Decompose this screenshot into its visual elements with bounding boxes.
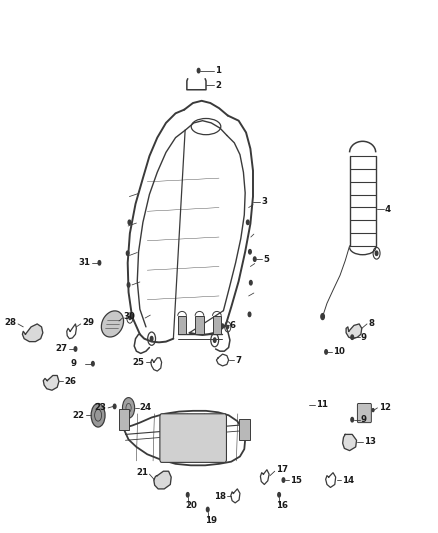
Text: 8: 8 (368, 319, 374, 328)
Ellipse shape (101, 311, 124, 337)
Text: 4: 4 (385, 205, 391, 214)
Text: 11: 11 (316, 400, 328, 409)
Text: 6: 6 (230, 321, 236, 330)
Text: 15: 15 (290, 475, 302, 484)
Circle shape (128, 220, 131, 224)
Circle shape (123, 398, 134, 418)
Text: 24: 24 (140, 403, 152, 413)
Text: 16: 16 (276, 502, 289, 510)
Circle shape (282, 478, 285, 482)
Text: 28: 28 (5, 318, 17, 327)
Circle shape (127, 282, 130, 287)
Circle shape (150, 336, 153, 341)
Circle shape (325, 350, 327, 354)
Bar (195, 316, 204, 334)
Circle shape (249, 249, 251, 254)
Text: 12: 12 (379, 403, 391, 413)
Circle shape (227, 326, 229, 328)
Polygon shape (343, 434, 357, 450)
Circle shape (222, 324, 223, 327)
Bar (239, 419, 250, 440)
Text: 31: 31 (79, 259, 91, 268)
Text: 19: 19 (205, 516, 217, 525)
Text: 5: 5 (263, 255, 269, 264)
Text: 1: 1 (215, 66, 221, 75)
Circle shape (351, 417, 353, 422)
Text: 2: 2 (215, 81, 221, 90)
Circle shape (92, 361, 94, 366)
Text: 26: 26 (64, 377, 77, 386)
Bar (178, 316, 187, 334)
Text: 27: 27 (56, 344, 67, 353)
Text: 9: 9 (361, 415, 367, 424)
FancyBboxPatch shape (160, 414, 226, 463)
Circle shape (187, 492, 189, 497)
Text: 21: 21 (136, 468, 148, 477)
Text: 9: 9 (71, 359, 76, 368)
Text: 23: 23 (95, 403, 107, 413)
Text: 9: 9 (361, 333, 367, 342)
Text: 7: 7 (236, 356, 242, 365)
Circle shape (98, 261, 101, 265)
Text: 14: 14 (342, 475, 354, 484)
Polygon shape (346, 324, 362, 338)
Text: 25: 25 (133, 358, 145, 367)
Circle shape (375, 251, 378, 255)
Circle shape (321, 313, 325, 319)
Circle shape (254, 257, 256, 261)
Circle shape (131, 314, 133, 319)
Circle shape (213, 338, 216, 342)
Circle shape (129, 317, 131, 319)
Circle shape (113, 404, 116, 409)
Polygon shape (22, 324, 43, 342)
Circle shape (206, 507, 209, 512)
Circle shape (248, 312, 251, 317)
Text: 17: 17 (276, 465, 288, 474)
Bar (119, 409, 129, 430)
Text: 22: 22 (73, 411, 85, 420)
FancyBboxPatch shape (357, 403, 371, 423)
Circle shape (247, 220, 249, 224)
Polygon shape (154, 471, 171, 489)
Text: 30: 30 (124, 312, 136, 321)
Polygon shape (43, 375, 59, 390)
Text: 10: 10 (333, 348, 346, 357)
Circle shape (351, 335, 353, 340)
Text: 3: 3 (261, 197, 267, 206)
Circle shape (91, 403, 105, 427)
Text: 29: 29 (82, 318, 94, 327)
Circle shape (372, 409, 374, 411)
Bar (212, 316, 221, 334)
Text: 20: 20 (185, 502, 197, 510)
Text: 13: 13 (364, 437, 376, 446)
Circle shape (250, 280, 252, 285)
Circle shape (197, 68, 200, 73)
Circle shape (127, 251, 129, 255)
Circle shape (278, 492, 280, 497)
Circle shape (74, 347, 77, 351)
Text: 18: 18 (214, 492, 226, 501)
